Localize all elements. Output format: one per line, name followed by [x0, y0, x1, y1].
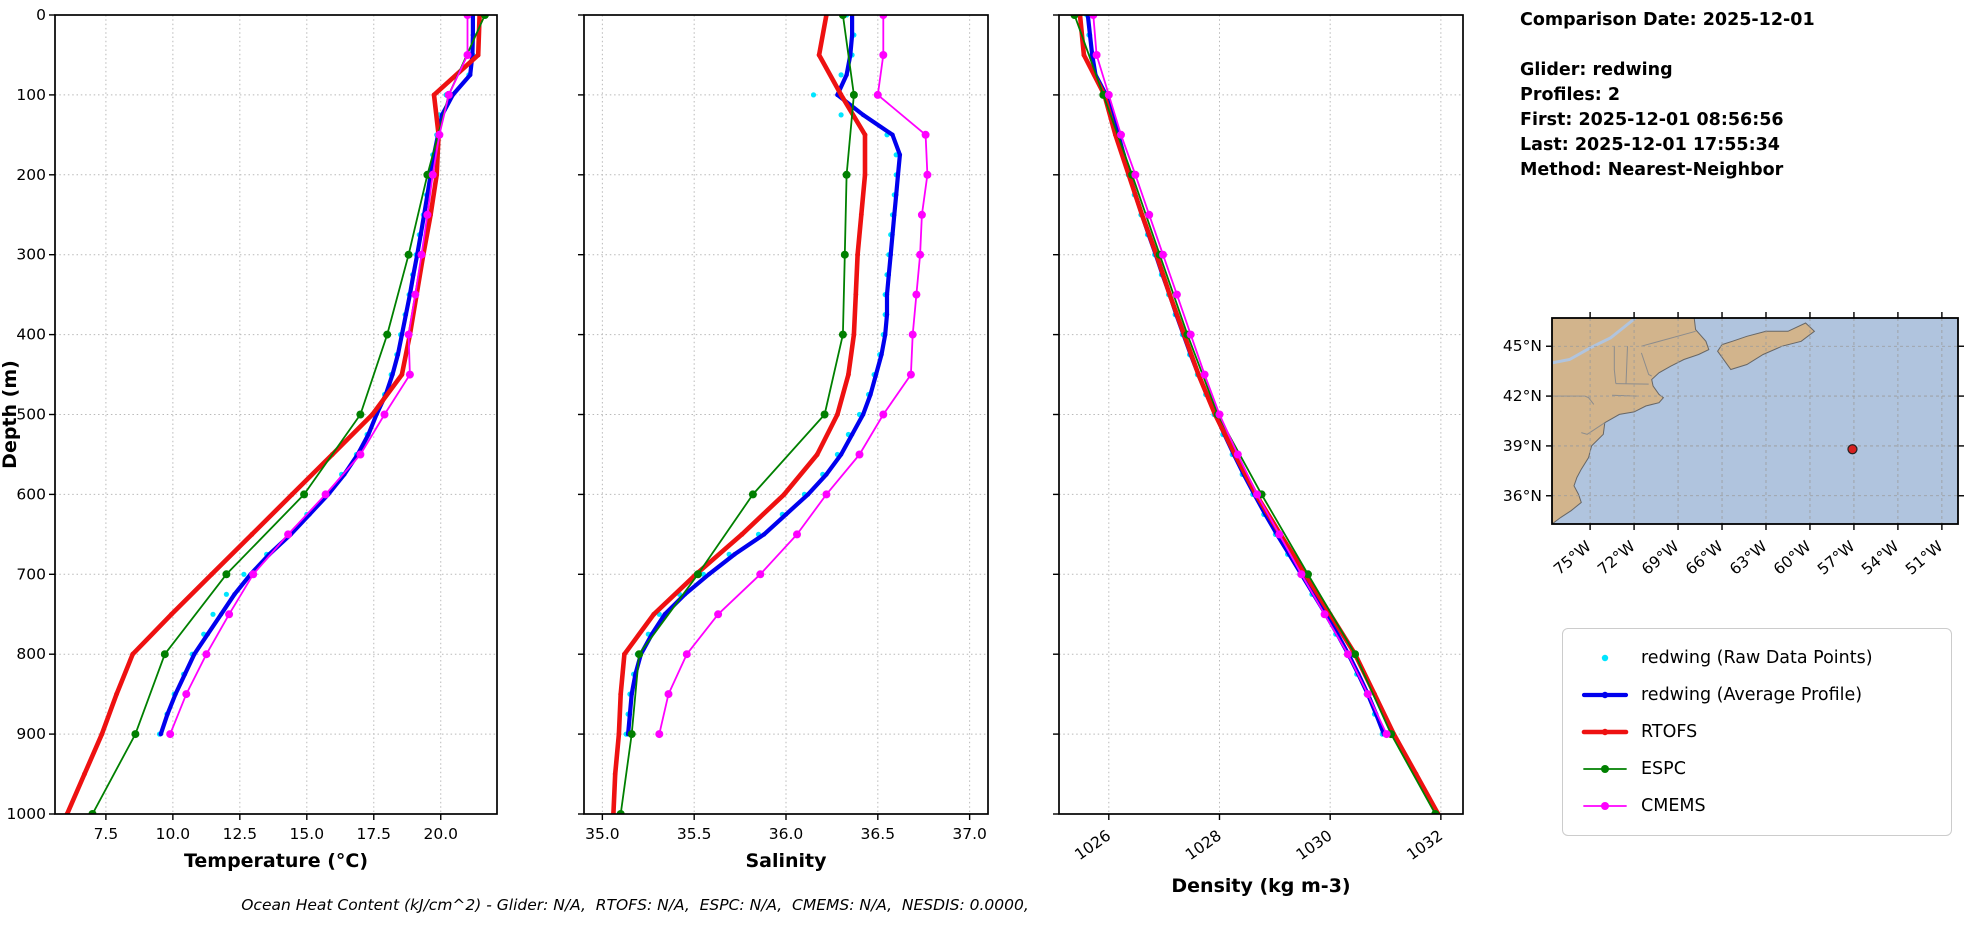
svg-text:1026: 1026 [1071, 827, 1114, 864]
x-axis: 1026 1028 1030 1032 [1071, 814, 1446, 864]
svg-text:200: 200 [16, 166, 46, 184]
svg-text:10.0: 10.0 [156, 825, 191, 843]
svg-text:63°W: 63°W [1726, 537, 1770, 578]
glider-name: Glider: redwing [1520, 60, 1673, 80]
first-profile-time: First: 2025-12-01 08:56:56 [1520, 110, 1784, 130]
temperature-axes: 7.5 10.0 12.5 15.0 17.5 20.0 0 100 200 300 400 500 6… [0, 6, 498, 872]
svg-text:500: 500 [16, 406, 46, 424]
series-avg [625, 15, 903, 737]
svg-text:35.5: 35.5 [677, 825, 712, 843]
ohc-footnote: Ocean Heat Content (kJ/cm^2) - Glider: N… [241, 896, 1029, 914]
svg-text:60°W: 60°W [1770, 537, 1814, 578]
legend-item: CMEMS [1581, 793, 1933, 819]
density-profile-chart: 1026 1028 1030 1032 Density (kg m-3) [1045, 0, 1485, 909]
x-axis: 7.5 10.0 12.5 15.0 17.5 20.0 [94, 814, 458, 843]
comparison-date: Comparison Date: 2025-12-01 [1520, 10, 1815, 30]
y-axis [1053, 14, 1059, 815]
info-spacer [1520, 33, 1815, 58]
density-axis-label: Density (kg m-3) [1171, 875, 1350, 897]
salinity-axis-label: Salinity [745, 850, 827, 872]
legend: redwing (Raw Data Points) redwing (Averag… [1562, 628, 1952, 836]
svg-text:900: 900 [16, 725, 46, 743]
svg-text:54°W: 54°W [1858, 537, 1902, 578]
series-cmems [1089, 15, 1391, 739]
series-cmems [655, 15, 932, 739]
legend-label: redwing (Average Profile) [1641, 685, 1863, 705]
interp-method: Method: Nearest-Neighbor [1520, 160, 1784, 180]
svg-text:45°N: 45°N [1503, 337, 1542, 355]
legend-label: ESPC [1641, 759, 1686, 779]
svg-text:17.5: 17.5 [357, 825, 392, 843]
svg-text:42°N: 42°N [1503, 387, 1542, 405]
svg-text:36.5: 36.5 [861, 825, 896, 843]
svg-text:75°W: 75°W [1550, 537, 1594, 578]
temperature-axis-label: Temperature (°C) [184, 850, 368, 872]
series-rtofs [611, 15, 868, 814]
temperature-profile-chart: 7.5 10.0 12.5 15.0 17.5 20.0 0 100 200 300 400 500 6… [0, 0, 515, 909]
map-axes: 45°N 42°N 39°N 36°N 75°W 72°W 69°W 66°W 63°W 60°W… [1503, 312, 1964, 579]
svg-text:57°W: 57°W [1814, 537, 1858, 578]
density-axes: 1026 1028 1030 1032 Density (kg m-3) [1053, 14, 1464, 897]
legend-item: redwing (Average Profile) [1581, 682, 1933, 708]
svg-text:0: 0 [36, 6, 46, 24]
legend-marker [1583, 802, 1627, 810]
svg-text:700: 700 [16, 565, 46, 583]
svg-text:69°W: 69°W [1638, 537, 1682, 578]
svg-text:1030: 1030 [1293, 827, 1336, 864]
legend-marker [1601, 654, 1609, 662]
svg-text:72°W: 72°W [1594, 537, 1638, 578]
map-grid [1552, 318, 1958, 524]
map-frame [1551, 317, 1959, 525]
y-axis: 0 100 200 300 400 500 600 700 800 900 1000 [7, 6, 55, 823]
legend-marker [1583, 765, 1627, 773]
salinity-profile-chart: 35.0 35.5 36.0 36.5 37.0 Salinity [570, 0, 1010, 909]
svg-text:400: 400 [16, 326, 46, 344]
last-profile-time: Last: 2025-12-01 17:55:34 [1520, 135, 1780, 155]
legend-marker [1581, 691, 1629, 699]
svg-text:100: 100 [16, 86, 46, 104]
svg-text:12.5: 12.5 [223, 825, 258, 843]
svg-text:1028: 1028 [1182, 827, 1225, 864]
series-cmems [166, 15, 472, 739]
depth-axis-label: Depth (m) [0, 360, 21, 469]
svg-text:37.0: 37.0 [952, 825, 987, 843]
legend-item: RTOFS [1581, 719, 1933, 745]
svg-text:35.0: 35.0 [585, 825, 620, 843]
x-axis: 35.0 35.5 36.0 36.5 37.0 [585, 814, 987, 843]
salinity-axes: 35.0 35.5 36.0 36.5 37.0 Salinity [578, 14, 989, 872]
legend-marker [1581, 728, 1629, 736]
svg-text:39°N: 39°N [1503, 437, 1542, 455]
legend-item: redwing (Raw Data Points) [1581, 645, 1933, 671]
legend-label: redwing (Raw Data Points) [1641, 648, 1873, 668]
legend-item: ESPC [1581, 756, 1933, 782]
y-axis [578, 14, 584, 815]
glider-location-dot [1847, 444, 1858, 455]
legend-label: RTOFS [1641, 722, 1698, 742]
svg-text:800: 800 [16, 645, 46, 663]
svg-text:1032: 1032 [1404, 827, 1447, 864]
svg-text:36°N: 36°N [1503, 487, 1542, 505]
series-espc [616, 15, 858, 814]
svg-text:36.0: 36.0 [769, 825, 804, 843]
svg-text:20.0: 20.0 [423, 825, 458, 843]
legend-label: CMEMS [1641, 796, 1706, 816]
svg-text:15.0: 15.0 [290, 825, 325, 843]
svg-text:1000: 1000 [7, 805, 46, 823]
svg-text:51°W: 51°W [1902, 537, 1946, 578]
land [1552, 318, 1816, 524]
svg-text:600: 600 [16, 485, 46, 503]
profiles-count: Profiles: 2 [1520, 85, 1621, 105]
svg-text:7.5: 7.5 [94, 825, 119, 843]
svg-text:300: 300 [16, 246, 46, 264]
info-panel: Comparison Date: 2025-12-01 Glider: redw… [1520, 8, 1815, 183]
location-map-inset: 45°N 42°N 39°N 36°N 75°W 72°W 69°W 66°W 63°W 60°W… [1480, 306, 1978, 610]
svg-text:66°W: 66°W [1682, 537, 1726, 578]
